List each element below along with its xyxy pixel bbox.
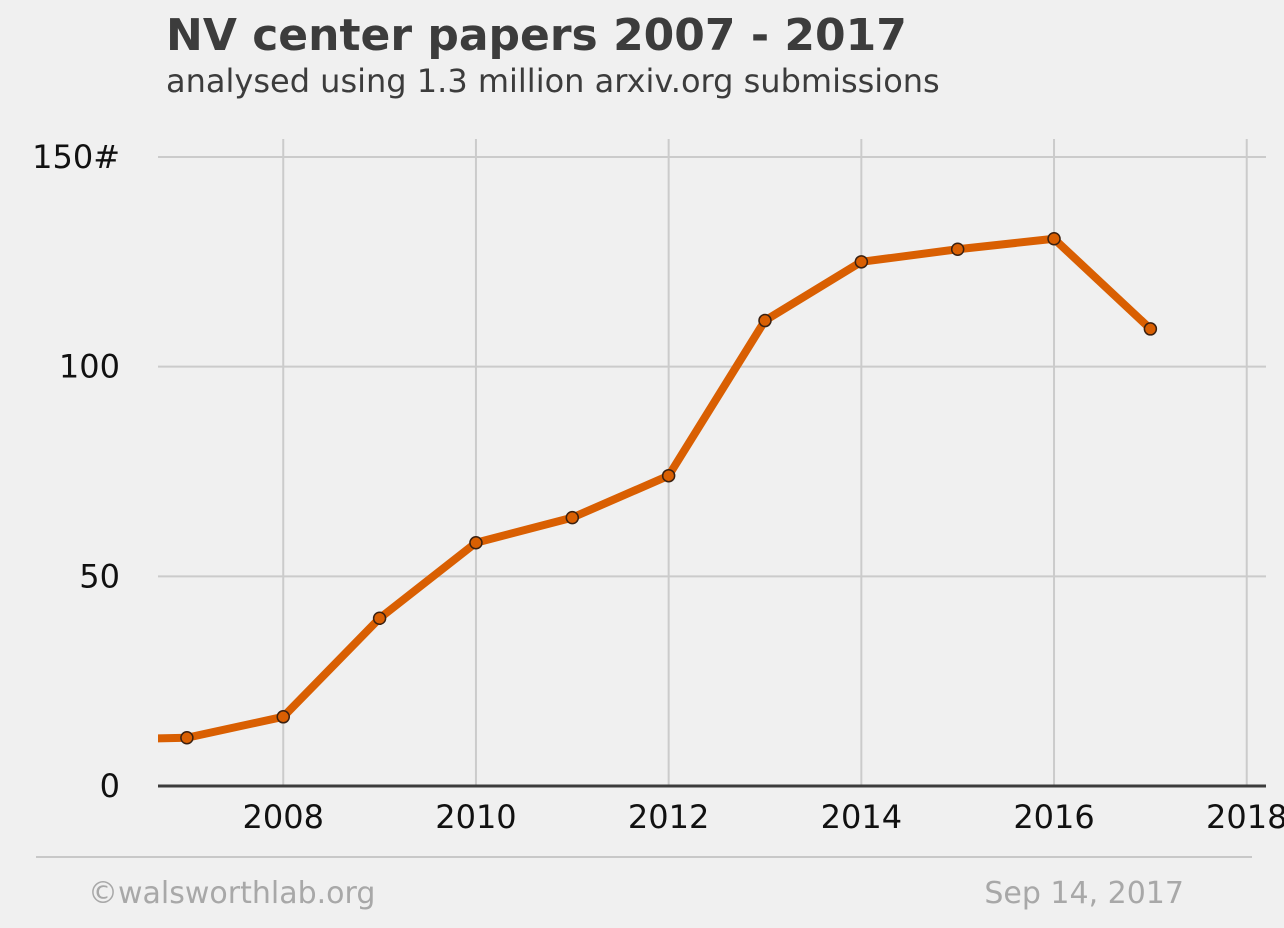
data-point <box>1143 322 1158 336</box>
series-line <box>158 234 1155 743</box>
x-tick-label: 2014 <box>821 798 902 836</box>
data-point <box>1047 232 1061 246</box>
data-point <box>372 611 387 626</box>
chart-subtitle: analysed using 1.3 million arxiv.org sub… <box>166 62 940 100</box>
footer-date: Sep 14, 2017 <box>984 876 1184 911</box>
y-tick-label: 150# <box>32 138 120 176</box>
data-point <box>661 468 676 483</box>
data-point <box>565 510 580 525</box>
x-tick-label: 2018 <box>1206 798 1284 836</box>
x-tick-label: 2012 <box>628 798 709 836</box>
data-point <box>469 536 483 550</box>
y-tick-label: 50 <box>79 557 120 595</box>
x-tick-label: 2010 <box>435 798 516 836</box>
footer-credit: ©walsworthlab.org <box>88 876 376 911</box>
footer-divider <box>36 856 1252 858</box>
data-point <box>854 255 869 269</box>
chart-title: NV center papers 2007 - 2017 <box>166 10 907 61</box>
x-tick-label: 2008 <box>243 798 324 836</box>
data-point <box>180 731 194 745</box>
y-tick-label: 100 <box>59 348 120 386</box>
data-point <box>758 313 772 328</box>
x-tick-label: 2016 <box>1013 798 1094 836</box>
y-tick-label: 0 <box>100 767 120 805</box>
data-point <box>276 710 291 724</box>
data-point <box>950 242 965 257</box>
